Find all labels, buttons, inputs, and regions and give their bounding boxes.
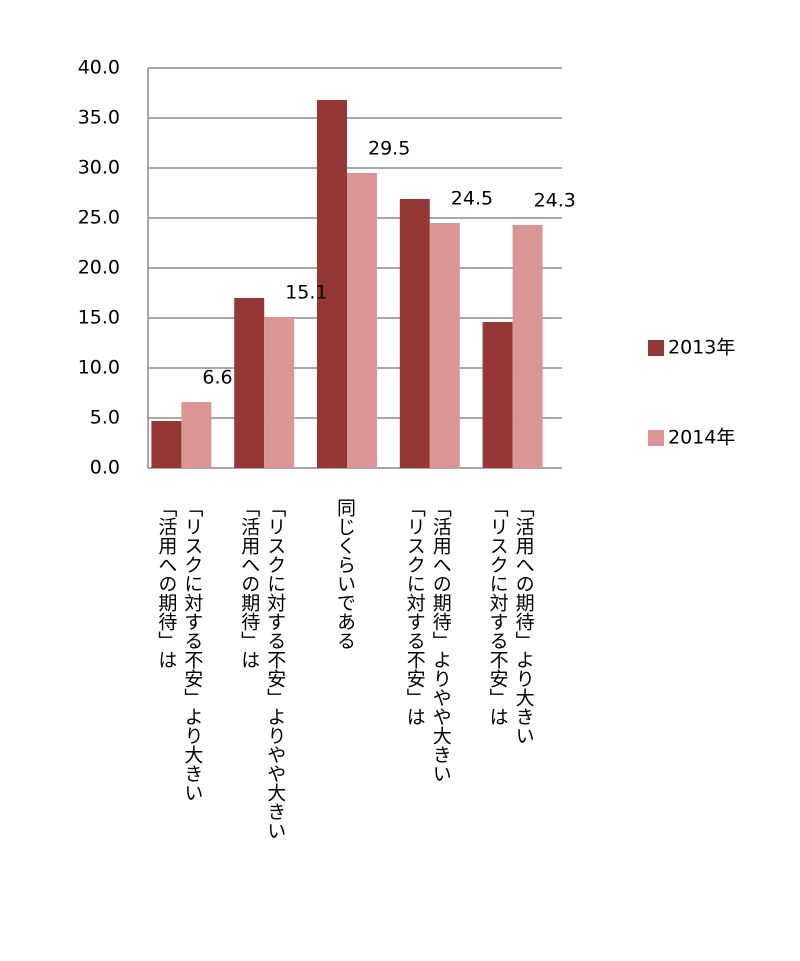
data-label: 24.3	[534, 190, 576, 212]
y-tick-label: 30.0	[78, 157, 120, 179]
data-label: 29.5	[368, 138, 410, 160]
bar	[234, 298, 265, 468]
y-tick-label: 25.0	[78, 207, 120, 229]
legend-swatch	[648, 340, 664, 356]
bar	[181, 402, 212, 468]
x-tick-label-line: 「リスクに対する不安」は	[403, 498, 426, 726]
x-tick-label-line: 「活用への期待」より大きい	[512, 498, 535, 745]
bar	[264, 317, 295, 468]
legend-label: 2013年	[668, 337, 735, 359]
x-tick-label: 同じくらいである	[334, 498, 356, 650]
bar	[429, 223, 460, 468]
bar	[347, 173, 377, 468]
bar	[512, 225, 543, 468]
legend-swatch	[648, 430, 664, 446]
x-tick-label-line: 「活用への期待」よりやや大きい	[429, 498, 452, 783]
x-tick-label-line: 同じくらいである	[334, 498, 356, 650]
y-tick-label: 35.0	[78, 107, 120, 129]
x-tick-label: 「活用への期待」は 「リスクに対する不安」よりやや大きい	[238, 498, 286, 840]
y-tick-label: 0.0	[90, 457, 120, 479]
y-tick-label: 40.0	[78, 57, 120, 79]
x-tick-label: 「リスクに対する不安」は 「活用への期待」よりやや大きい	[404, 498, 452, 783]
legend-label: 2014年	[668, 427, 735, 449]
data-label: 6.6	[202, 367, 232, 389]
x-tick-label-line: 「リスクに対する不安」は	[486, 498, 509, 726]
bar	[399, 199, 430, 468]
y-tick-label: 5.0	[90, 407, 120, 429]
y-tick-label: 10.0	[78, 357, 120, 379]
x-tick-label-line: 「リスクに対する不安」よりやや大きい	[264, 498, 287, 840]
x-tick-label-line: 「リスクに対する不安」より大きい	[181, 498, 204, 802]
bar	[317, 100, 347, 468]
x-tick-label: 「リスクに対する不安」は 「活用への期待」より大きい	[487, 498, 535, 745]
bar	[482, 322, 513, 468]
y-tick-label: 20.0	[78, 257, 120, 279]
x-tick-label-line: 「活用への期待」は	[238, 498, 261, 669]
y-tick-label: 15.0	[78, 307, 120, 329]
data-label: 15.1	[285, 282, 327, 304]
bar	[151, 421, 182, 468]
data-label: 24.5	[451, 188, 493, 210]
x-tick-label: 「活用への期待」は 「リスクに対する不安」より大きい	[155, 498, 203, 802]
x-tick-label-line: 「活用への期待」は	[155, 498, 178, 669]
